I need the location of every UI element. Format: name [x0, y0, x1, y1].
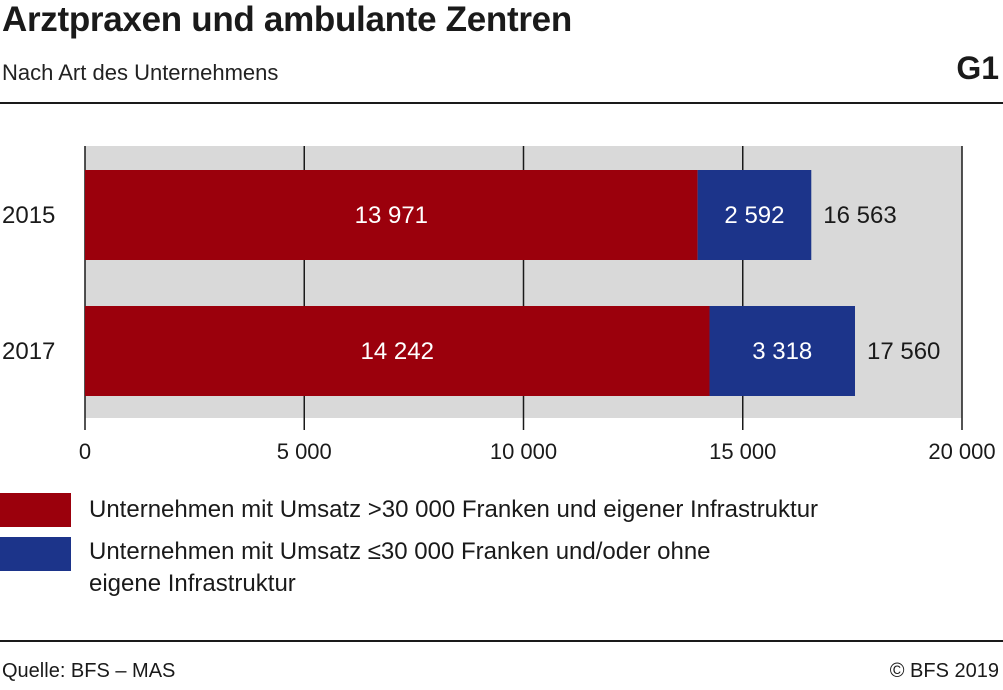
legend-label-2-line-2: eigene Infrastruktur — [89, 570, 296, 597]
x-tick-label: 5 000 — [277, 439, 332, 464]
x-tick-label: 0 — [79, 439, 91, 464]
bar-segment — [709, 306, 856, 396]
category-label: 2015 — [2, 202, 55, 229]
bar-chart: 0 5 000 10 000 15 000 20 000 13 971 2 592 16 56… — [2, 146, 996, 464]
bar-segment — [85, 170, 698, 260]
legend-swatch-1 — [0, 493, 71, 527]
top-rule — [0, 102, 1003, 104]
legend-swatch-2 — [0, 537, 71, 571]
x-tick-label: 15 000 — [709, 439, 776, 464]
legend-label-1-line-1: Unternehmen mit Umsatz >30 000 Franken u… — [89, 496, 819, 523]
total-label: 16 563 — [823, 202, 896, 229]
legend-label-2-line-1: Unternehmen mit Umsatz ≤30 000 Franken u… — [89, 538, 711, 565]
bottom-rule — [0, 640, 1003, 642]
bar-segment — [697, 170, 812, 260]
legend-label-2: Unternehmen mit Umsatz ≤30 000 Franken u… — [89, 536, 989, 600]
copyright-note: © BFS 2019 — [889, 660, 999, 682]
legend-label-1: Unternehmen mit Umsatz >30 000 Franken u… — [89, 494, 989, 526]
data-label: 14 242 — [361, 338, 434, 365]
bar-segment — [85, 306, 710, 396]
page-subtitle: Nach Art des Unternehmens — [2, 60, 279, 85]
x-tick-label: 10 000 — [490, 439, 557, 464]
category-label: 2017 — [2, 338, 55, 365]
total-label: 17 560 — [867, 338, 940, 365]
x-tick-label: 20 000 — [928, 439, 995, 464]
data-label: 3 318 — [752, 338, 812, 365]
data-label: 13 971 — [355, 202, 428, 229]
data-label: 2 592 — [724, 202, 784, 229]
figure-number: G1 — [956, 50, 999, 86]
page-title: Arztpraxen und ambulante Zentren — [2, 0, 572, 39]
source-note: Quelle: BFS – MAS — [2, 660, 176, 682]
